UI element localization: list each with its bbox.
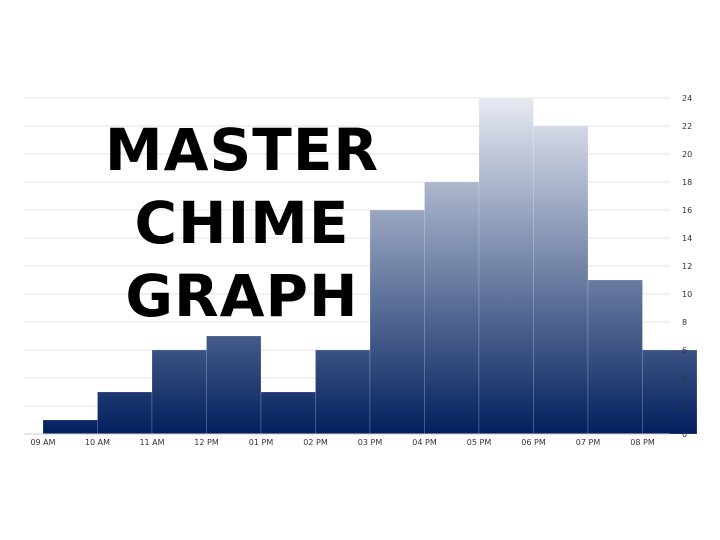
title-line-3: GRAPH <box>125 262 358 330</box>
x-tick-label: 08 PM <box>630 438 655 447</box>
x-tick-label: 07 PM <box>576 438 601 447</box>
x-tick-label: 10 AM <box>85 438 110 447</box>
y-tick-label: 6 <box>682 346 687 355</box>
y-tick-label: 8 <box>682 318 687 327</box>
bar <box>424 181 480 435</box>
bars <box>24 97 698 435</box>
bar <box>315 349 371 435</box>
bar <box>587 279 643 435</box>
title-line-1: MASTER <box>105 116 379 184</box>
bar <box>97 391 153 435</box>
x-tick-label: 09 AM <box>30 438 55 447</box>
x-tick-label: 02 PM <box>303 438 328 447</box>
y-tick-label: 22 <box>682 122 692 131</box>
y-tick-label: 4 <box>682 374 687 383</box>
bar <box>369 209 425 435</box>
chart-title: MASTER CHIME GRAPH <box>105 116 379 330</box>
y-tick-label: 12 <box>682 262 692 271</box>
x-tick-label: 06 PM <box>521 438 546 447</box>
bar <box>42 419 98 435</box>
x-tick-label: 04 PM <box>412 438 437 447</box>
title-line-2: CHIME <box>134 189 349 257</box>
bar <box>642 349 698 435</box>
y-tick-label: 0 <box>682 430 687 439</box>
bar <box>206 335 262 435</box>
y-tick-label: 24 <box>682 94 692 103</box>
x-tick-label: 11 AM <box>139 438 164 447</box>
bar <box>533 125 589 435</box>
y-tick-label: 16 <box>682 206 692 215</box>
x-tick-label: 03 PM <box>358 438 383 447</box>
y-tick-label: 20 <box>682 150 692 159</box>
x-tick-label: 12 PM <box>194 438 219 447</box>
y-tick-label: 18 <box>682 178 692 187</box>
bar <box>260 391 316 435</box>
x-axis-ticks: 09 AM 10 AM 11 AM 12 PM 01 PM 02 PM 03 PM 04 PM… <box>30 438 654 447</box>
y-tick-label: 14 <box>682 234 692 243</box>
bar <box>151 349 207 435</box>
y-tick-label: 2 <box>682 402 687 411</box>
x-tick-label: 05 PM <box>467 438 492 447</box>
x-tick-label: 01 PM <box>249 438 274 447</box>
y-tick-label: 10 <box>682 290 692 299</box>
bar <box>478 97 534 435</box>
